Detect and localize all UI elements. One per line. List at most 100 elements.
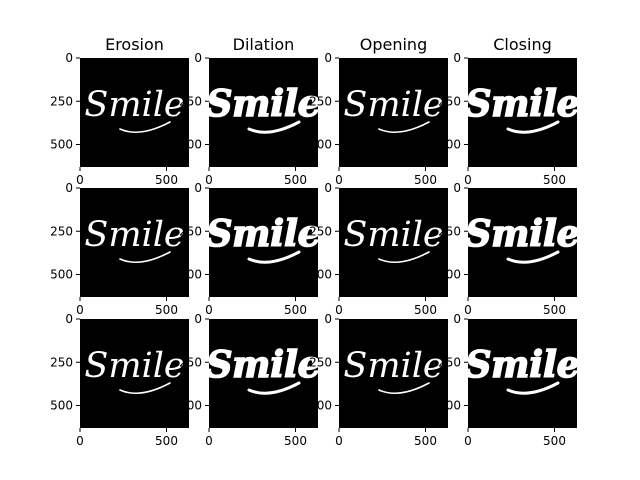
swash-underline — [506, 381, 560, 395]
smile-lettering: Smile — [343, 346, 443, 386]
smile-lettering: Smile — [84, 85, 184, 125]
y-tick-label: 250 — [50, 94, 73, 108]
swash-underline — [119, 382, 171, 395]
y-tick-label: 500 — [179, 268, 202, 282]
image-area — [339, 58, 448, 167]
x-tick-label: 0 — [76, 303, 84, 317]
x-tick-label: 0 — [335, 303, 343, 317]
panel-erosion-row-3: Smile 0 250 500 0 500 — [50, 312, 189, 448]
x-tick-label: 0 — [335, 434, 343, 448]
swash-underline — [247, 381, 301, 395]
x-tick-label: 500 — [543, 303, 566, 317]
swash-underline — [506, 250, 560, 264]
y-tick-label: 250 — [179, 224, 202, 238]
smile-lettering: Smile — [343, 215, 443, 255]
y-tick-label: 250 — [438, 94, 461, 108]
smile-lettering: Smile — [84, 215, 184, 255]
image-area — [468, 188, 577, 297]
image-area — [209, 58, 318, 167]
column-title-dilation: Dilation — [233, 35, 295, 54]
y-tick-label: 500 — [309, 399, 332, 413]
panel-closing-row-3: Smile 0 250 500 0 500 — [438, 312, 580, 448]
y-tick-label: 0 — [65, 312, 73, 326]
swash-underline — [119, 251, 171, 264]
y-tick-label: 250 — [50, 355, 73, 369]
y-tick-label: 500 — [179, 138, 202, 152]
y-tick-label: 0 — [194, 181, 202, 195]
image-area — [209, 188, 318, 297]
y-tick-label: 250 — [309, 94, 332, 108]
column-title-erosion: Erosion — [105, 35, 164, 54]
y-tick-label: 0 — [324, 181, 332, 195]
panel-closing-row-2: Smile 0 250 500 0 500 — [438, 181, 580, 317]
image-panels: Smile 0 250 500 0 500 Smile 0 250 500 0 500 Smile 0 25… — [50, 51, 580, 448]
panel-dilation-row-1: Smile 0 250 500 0 500 — [179, 51, 321, 187]
y-tick-label: 0 — [194, 312, 202, 326]
column-title-opening: Opening — [360, 35, 427, 54]
y-tick-label: 250 — [179, 94, 202, 108]
swash-underline — [378, 121, 430, 134]
image-area — [468, 319, 577, 428]
swash-underline — [247, 250, 301, 264]
y-tick-label: 500 — [438, 268, 461, 282]
x-tick-label: 500 — [543, 173, 566, 187]
smile-lettering: Smile — [84, 346, 184, 386]
smile-lettering: Smile — [206, 344, 320, 386]
x-tick-label: 500 — [284, 434, 307, 448]
smile-lettering: Smile — [465, 213, 579, 255]
y-tick-label: 500 — [309, 138, 332, 152]
x-tick-label: 0 — [335, 173, 343, 187]
y-tick-label: 250 — [438, 355, 461, 369]
image-area — [209, 319, 318, 428]
image-area — [80, 188, 189, 297]
y-tick-label: 0 — [65, 51, 73, 65]
y-tick-label: 250 — [179, 355, 202, 369]
y-tick-label: 0 — [453, 51, 461, 65]
x-tick-label: 0 — [205, 303, 213, 317]
column-title-closing: Closing — [493, 35, 551, 54]
y-tick-label: 0 — [65, 181, 73, 195]
x-tick-label: 500 — [155, 303, 178, 317]
x-tick-label: 0 — [205, 173, 213, 187]
x-tick-label: 500 — [414, 434, 437, 448]
y-tick-label: 0 — [453, 181, 461, 195]
panel-opening-row-1: Smile 0 250 500 0 500 — [309, 51, 448, 187]
swash-underline — [378, 382, 430, 395]
y-tick-label: 500 — [50, 268, 73, 282]
y-tick-label: 250 — [50, 224, 73, 238]
x-tick-label: 0 — [76, 173, 84, 187]
x-tick-label: 500 — [284, 173, 307, 187]
panel-opening-row-2: Smile 0 250 500 0 500 — [309, 181, 448, 317]
x-tick-label: 0 — [464, 173, 472, 187]
image-area — [339, 188, 448, 297]
y-tick-label: 250 — [309, 224, 332, 238]
swash-underline — [378, 251, 430, 264]
image-area — [339, 319, 448, 428]
panel-dilation-row-3: Smile 0 250 500 0 500 — [179, 312, 321, 448]
panel-dilation-row-2: Smile 0 250 500 0 500 — [179, 181, 321, 317]
panel-erosion-row-2: Smile 0 250 500 0 500 — [50, 181, 189, 317]
x-tick-label: 0 — [205, 434, 213, 448]
y-tick-label: 250 — [438, 224, 461, 238]
panel-opening-row-3: Smile 0 250 500 0 500 — [309, 312, 448, 448]
panel-closing-row-1: Smile 0 250 500 0 500 — [438, 51, 580, 187]
y-tick-label: 500 — [438, 138, 461, 152]
y-tick-label: 250 — [309, 355, 332, 369]
smile-lettering: Smile — [343, 85, 443, 125]
y-tick-label: 500 — [179, 399, 202, 413]
x-tick-label: 0 — [464, 434, 472, 448]
smile-lettering: Smile — [465, 83, 579, 125]
x-tick-label: 0 — [464, 303, 472, 317]
panel-erosion-row-1: Smile 0 250 500 0 500 — [50, 51, 189, 187]
swash-underline — [247, 120, 301, 134]
x-tick-label: 500 — [414, 173, 437, 187]
smile-lettering: Smile — [206, 83, 320, 125]
swash-underline — [119, 121, 171, 134]
y-tick-label: 500 — [438, 399, 461, 413]
y-tick-label: 500 — [50, 399, 73, 413]
x-tick-label: 500 — [284, 303, 307, 317]
image-area — [468, 58, 577, 167]
y-tick-label: 0 — [324, 312, 332, 326]
x-tick-label: 500 — [414, 303, 437, 317]
